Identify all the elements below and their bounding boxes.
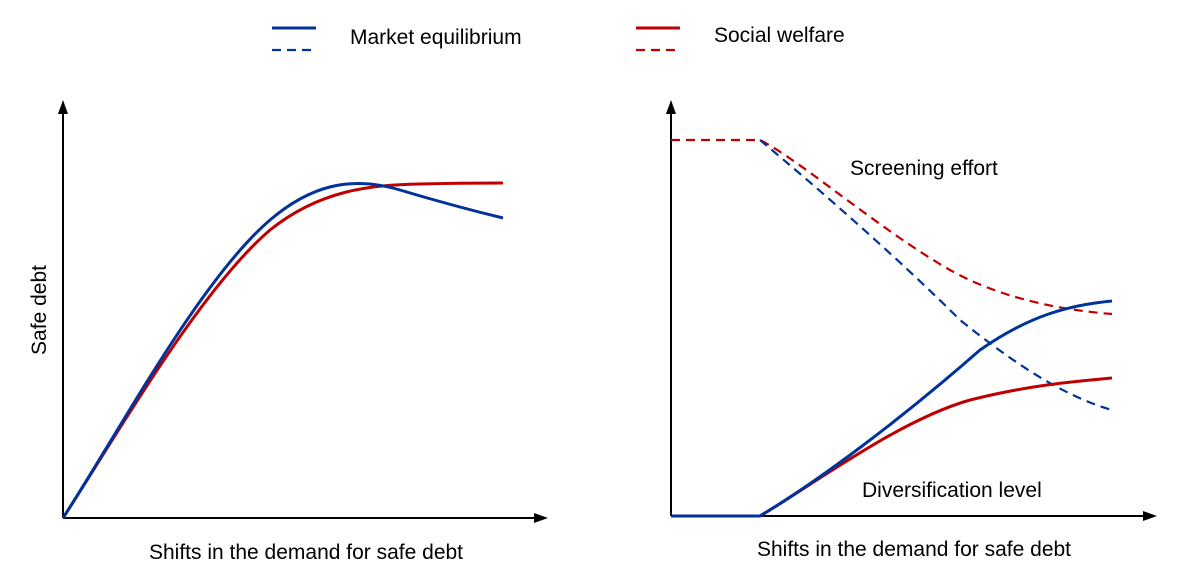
x-axis-label: Shifts in the demand for safe debt <box>757 538 1071 561</box>
x-axis-label: Shifts in the demand for safe debt <box>149 541 463 564</box>
y-axis-label: Safe debt <box>28 265 51 355</box>
arrowhead <box>58 100 68 114</box>
market-screening <box>759 139 1113 412</box>
arrowhead <box>1143 511 1157 521</box>
arrowhead <box>534 513 548 523</box>
market-curve <box>61 181 504 519</box>
arrowhead <box>666 100 676 114</box>
welfare-curve <box>61 181 504 519</box>
annotation: Screening effort <box>850 157 998 180</box>
legend-label: Social welfare <box>714 24 845 47</box>
annotation: Diversification level <box>862 479 1042 502</box>
legend-label: Market equilibrium <box>350 26 522 49</box>
market-diversification <box>671 299 1113 518</box>
